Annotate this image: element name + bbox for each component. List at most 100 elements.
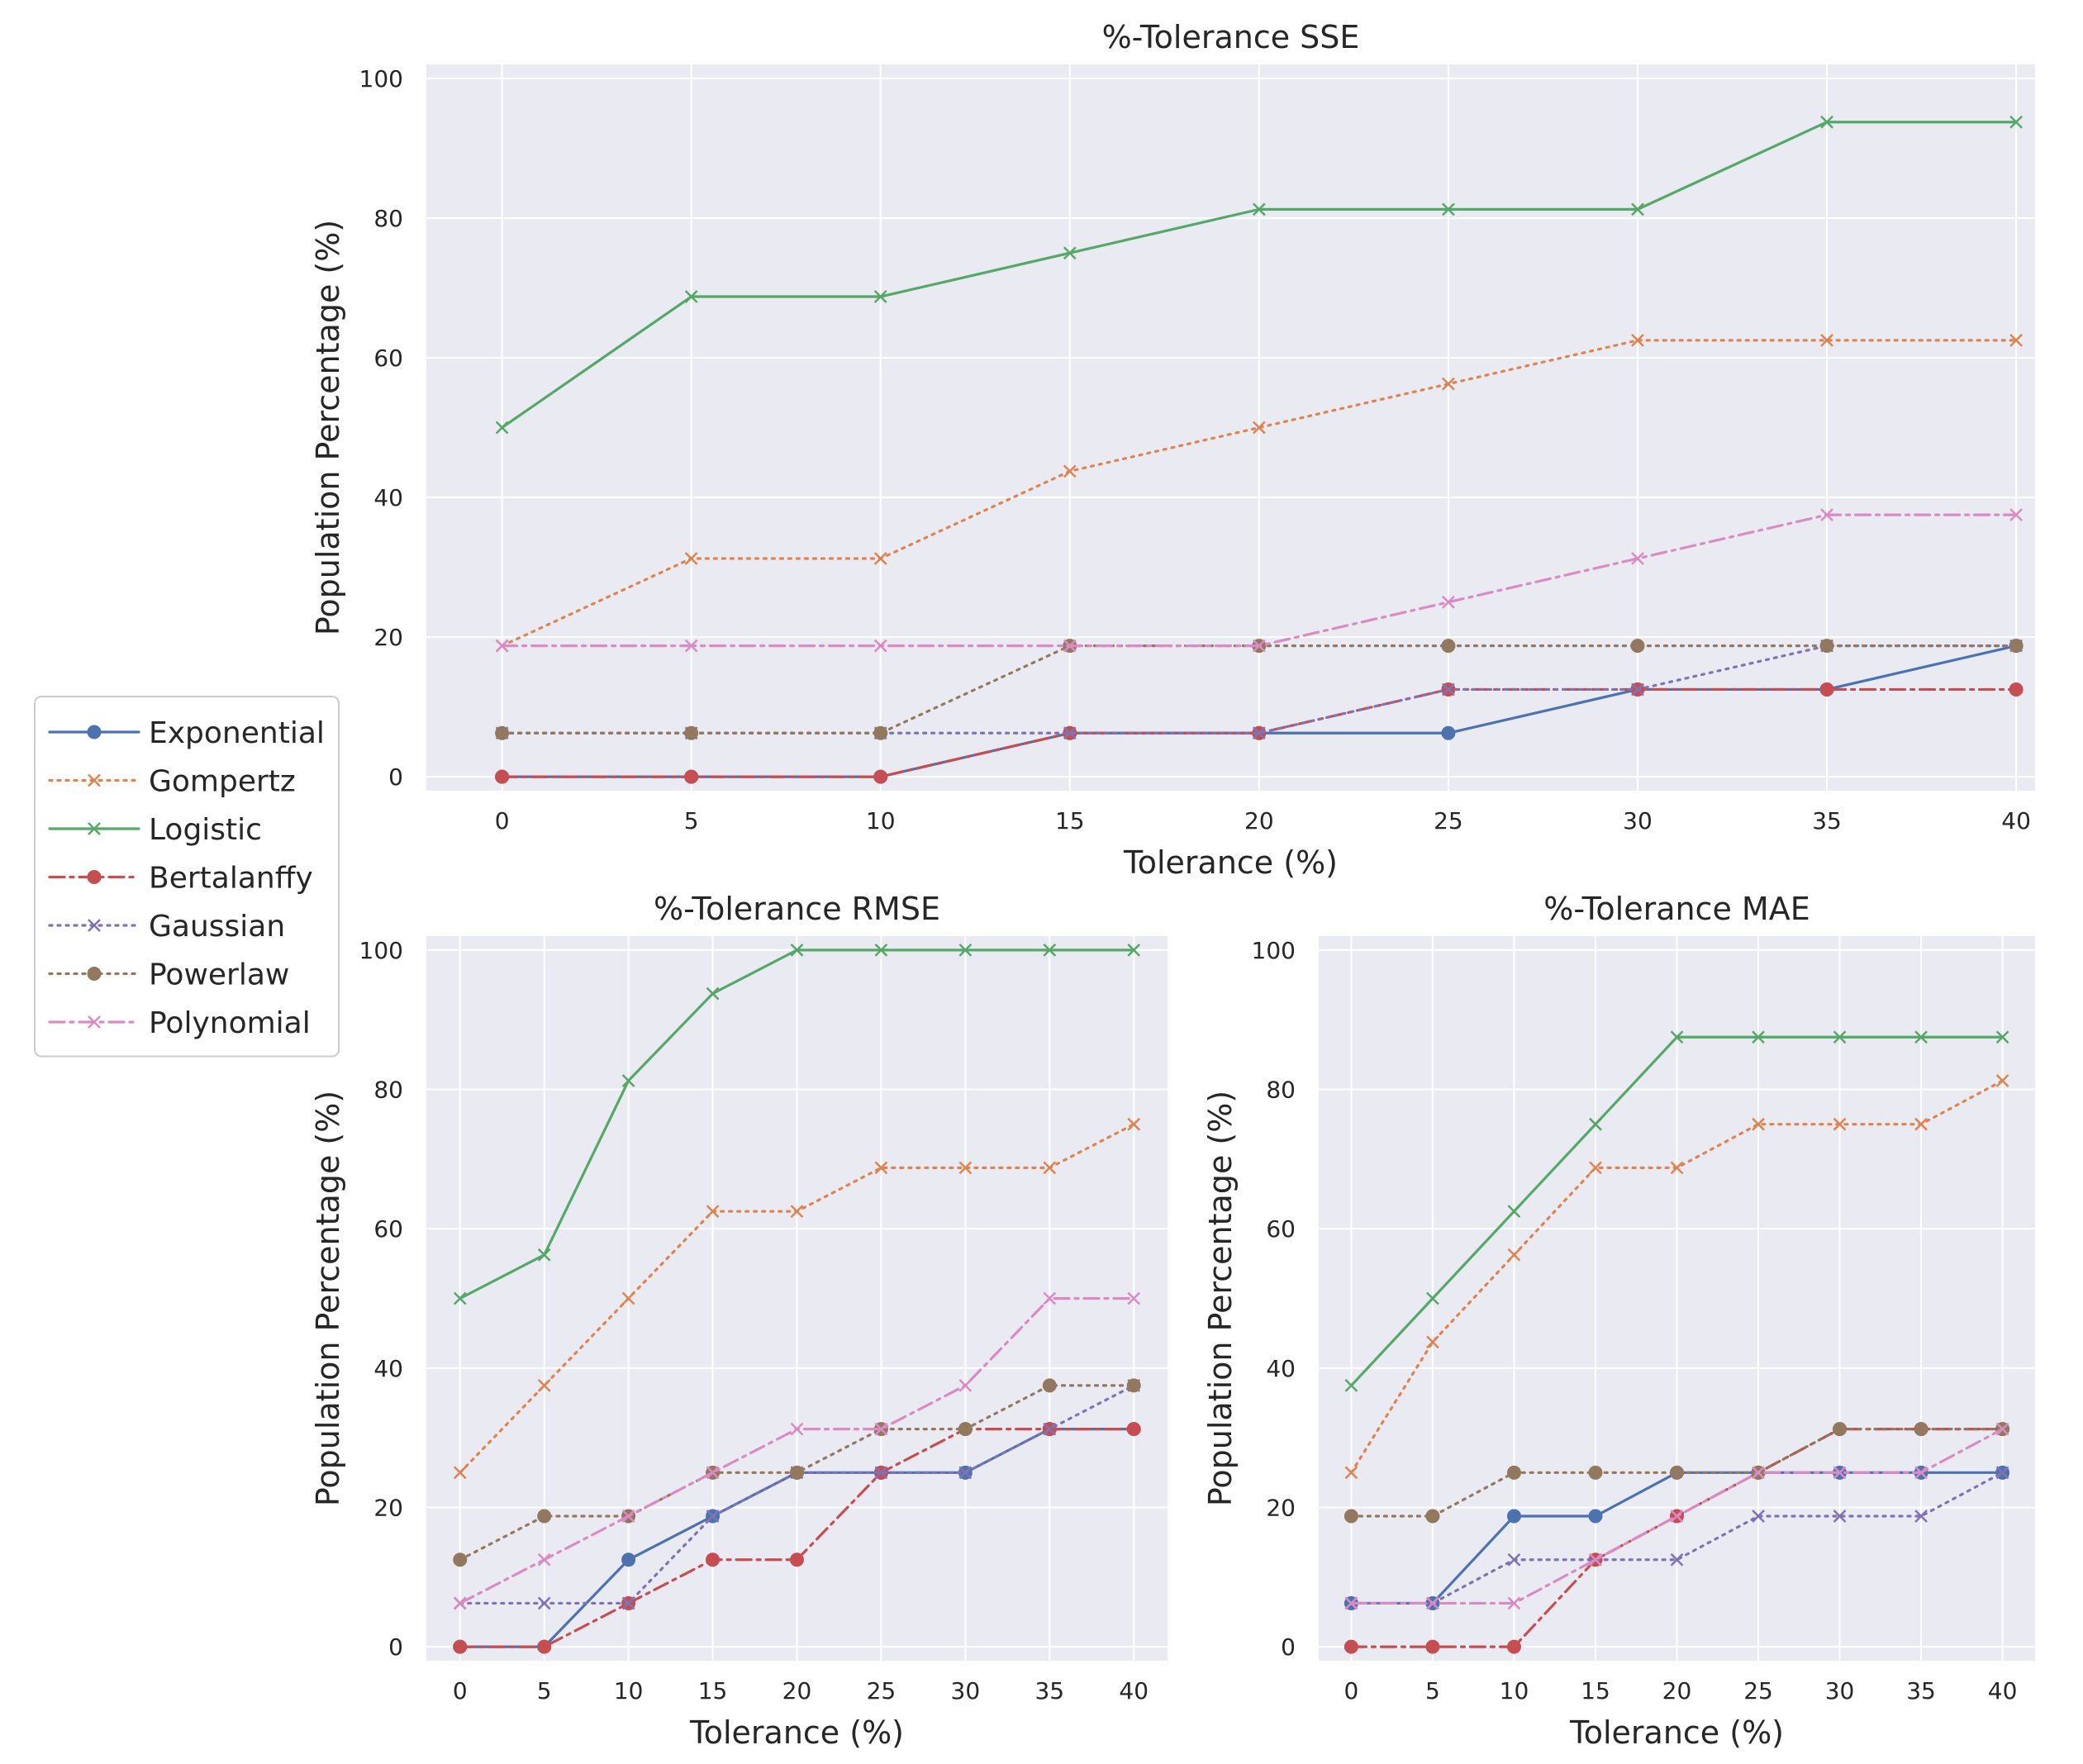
series-logistic — [453, 943, 1141, 1305]
data-point-gaussian — [1995, 1466, 2009, 1480]
y-axis-label: Population Percentage (%) — [1202, 1091, 1239, 1506]
data-point-polynomial — [706, 1466, 720, 1480]
data-point-gompertz — [790, 1205, 804, 1218]
y-tick-label: 60 — [1266, 1215, 1296, 1243]
data-point-exponential — [621, 1552, 636, 1567]
data-point-bertalanffy — [790, 1552, 804, 1567]
legend-box — [34, 696, 340, 1058]
data-point-logistic — [2009, 115, 2023, 129]
data-point-powerlaw — [1588, 1465, 1603, 1480]
series-line-gaussian — [1349, 1471, 2005, 1605]
x-tick-label: 35 — [1034, 1677, 1064, 1705]
y-tick-label: 20 — [1266, 1494, 1296, 1521]
data-point-polynomial — [1127, 1291, 1141, 1305]
y-tick-label: 20 — [373, 1494, 403, 1521]
x-tick-label: 40 — [2001, 807, 2031, 834]
y-tick-label: 60 — [373, 1215, 403, 1243]
legend-label-logistic: Logistic — [149, 813, 262, 847]
data-point-polynomial — [1344, 1596, 1358, 1610]
data-point-logistic — [1631, 202, 1644, 216]
x-tick-label: 30 — [1623, 807, 1653, 834]
data-point-gaussian — [1442, 682, 1455, 697]
data-point-gompertz — [1426, 1335, 1439, 1349]
series-logistic — [495, 115, 2023, 435]
chart-title: %-Tolerance SSE — [1102, 19, 1360, 55]
data-point-polynomial — [1252, 639, 1266, 653]
data-point-bertalanffy — [1126, 1422, 1141, 1437]
x-tick-label: 15 — [698, 1677, 728, 1705]
legend-marker-logistic — [88, 822, 101, 835]
data-point-powerlaw — [873, 725, 888, 740]
x-tick-label: 30 — [1825, 1677, 1855, 1705]
data-point-polynomial — [1631, 552, 1644, 565]
data-point-logistic — [1442, 202, 1455, 216]
data-point-gaussian — [1631, 682, 1644, 697]
data-point-logistic — [1820, 115, 1833, 129]
data-point-gompertz — [874, 1161, 888, 1175]
data-point-powerlaw — [1630, 639, 1645, 654]
data-point-logistic — [873, 290, 887, 303]
legend-label-polynomial: Polynomial — [149, 1006, 311, 1040]
x-tick-label: 15 — [1581, 1677, 1610, 1705]
x-tick-label: 25 — [1743, 1677, 1773, 1705]
data-point-exponential — [1506, 1509, 1521, 1524]
data-point-gompertz — [537, 1379, 551, 1392]
y-tick-label: 60 — [373, 345, 403, 372]
x-tick-label: 0 — [453, 1677, 468, 1705]
y-tick-label: 80 — [1266, 1077, 1296, 1104]
data-point-logistic — [1833, 1030, 1847, 1044]
data-point-gompertz — [1589, 1161, 1602, 1175]
data-point-gompertz — [1631, 333, 1644, 347]
x-tick-label: 40 — [1119, 1677, 1149, 1705]
y-tick-label: 40 — [373, 484, 403, 511]
data-point-gompertz — [1752, 1117, 1765, 1131]
legend-marker-bertalanffy — [87, 870, 102, 884]
chart-panel-1: 0 5 10 15 20 25 30 35 40 0 20 40 60 80 100 %-Tolerance … — [310, 19, 2035, 881]
data-point-gompertz — [1833, 1117, 1847, 1131]
data-point-bertalanffy — [706, 1552, 720, 1567]
data-point-exponential — [1588, 1509, 1603, 1524]
x-axis-label: Tolerance (%) — [1569, 1714, 1784, 1751]
y-tick-label: 80 — [373, 1077, 403, 1104]
data-point-powerlaw — [1425, 1509, 1440, 1524]
chart-panel-3: 0 5 10 15 20 25 30 35 40 0 20 40 60 80 100 %-Tolerance … — [1202, 891, 2035, 1751]
data-point-gaussian — [1063, 726, 1077, 740]
data-point-logistic — [1127, 943, 1141, 957]
data-point-logistic — [874, 943, 888, 957]
data-point-powerlaw — [537, 1509, 552, 1524]
data-point-logistic — [1670, 1030, 1684, 1044]
x-tick-label: 20 — [1244, 807, 1274, 834]
data-point-bertalanffy — [537, 1639, 552, 1654]
data-point-logistic — [537, 1248, 551, 1262]
x-tick-label: 10 — [1500, 1677, 1529, 1705]
y-axis-label: Population Percentage (%) — [310, 220, 346, 635]
data-point-gompertz — [1043, 1161, 1057, 1175]
x-tick-label: 20 — [782, 1677, 812, 1705]
data-point-gaussian — [1752, 1510, 1765, 1523]
chart-title: %-Tolerance RMSE — [654, 891, 940, 927]
x-tick-label: 35 — [1906, 1677, 1936, 1705]
y-tick-label: 0 — [388, 763, 403, 791]
data-point-bertalanffy — [873, 769, 888, 784]
data-point-gompertz — [1820, 333, 1833, 347]
x-tick-label: 5 — [684, 807, 699, 834]
data-point-logistic — [1063, 246, 1077, 260]
data-point-polynomial — [873, 639, 887, 653]
y-tick-label: 20 — [373, 624, 403, 651]
data-point-powerlaw — [495, 725, 510, 740]
data-point-exponential — [1441, 725, 1456, 740]
x-tick-label: 25 — [1434, 807, 1463, 834]
plot-area — [426, 64, 2035, 791]
data-point-powerlaw — [2009, 639, 2024, 654]
data-point-logistic — [1914, 1030, 1928, 1044]
data-point-gompertz — [1670, 1161, 1684, 1175]
data-point-powerlaw — [1042, 1378, 1057, 1393]
data-point-gompertz — [1442, 377, 1455, 391]
x-tick-label: 25 — [867, 1677, 896, 1705]
data-point-logistic — [1043, 943, 1057, 957]
series-line-bertalanffy — [501, 687, 2018, 778]
legend-marker-gaussian — [88, 919, 101, 932]
data-point-gompertz — [1344, 1466, 1358, 1480]
data-point-logistic — [1426, 1291, 1439, 1305]
